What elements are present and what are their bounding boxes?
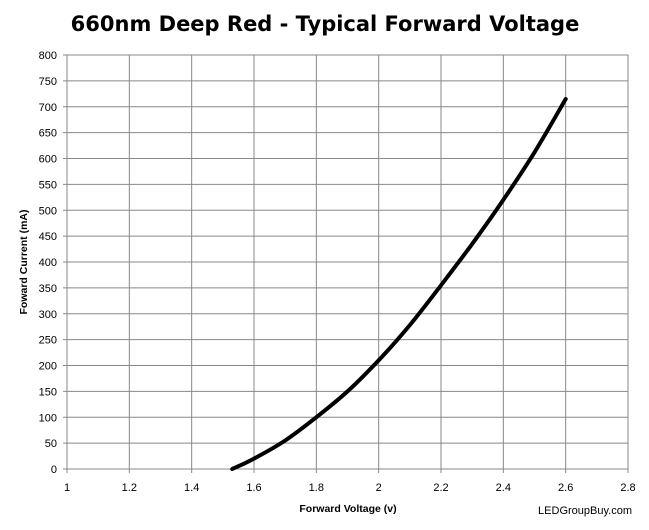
x-axis-label: Forward Voltage (v): [299, 503, 396, 515]
y-tick-label: 50: [45, 438, 57, 450]
x-tick-label: 1.6: [246, 482, 261, 494]
x-tick-label: 1.8: [309, 482, 324, 494]
y-tick-label: 100: [39, 412, 57, 424]
x-tick-label: 2.8: [620, 482, 635, 494]
y-tick-label: 450: [39, 231, 57, 243]
grid: [66, 54, 629, 470]
series-layer: [230, 97, 568, 471]
x-tick-label: 2: [376, 482, 382, 494]
y-tick-label: 300: [39, 309, 57, 321]
y-tick-label: 150: [39, 386, 57, 398]
watermark: LEDGroupBuy.com: [538, 505, 632, 517]
y-tick-label: 750: [39, 76, 57, 88]
y-tick-label: 650: [39, 128, 57, 140]
x-tick-label: 2.4: [496, 482, 511, 494]
series-line: [230, 97, 568, 471]
y-axis-label: Foward Current (mA): [18, 210, 30, 315]
y-tick-label: 600: [39, 154, 57, 166]
y-tick-label: 800: [39, 50, 57, 62]
chart-title: 660nm Deep Red - Typical Forward Voltage: [71, 12, 580, 36]
x-axis-ticks: 1 1.2 1.4 1.6 1.8 2 2.2 2.4 2.6 2.8: [64, 469, 636, 494]
y-tick-label: 400: [39, 257, 57, 269]
y-tick-label: 200: [39, 361, 57, 373]
x-tick-label: 2.2: [433, 482, 448, 494]
y-tick-label: 700: [39, 102, 57, 114]
y-tick-label: 0: [51, 464, 57, 476]
x-tick-label: 1: [64, 482, 70, 494]
y-tick-label: 550: [39, 179, 57, 191]
y-tick-label: 500: [39, 205, 57, 217]
y-axis-ticks: 0 50 100 150 200 250 300 350 400 450 500 550 600 650 7…: [39, 50, 67, 476]
y-tick-label: 250: [39, 335, 57, 347]
x-tick-label: 1.2: [122, 482, 137, 494]
y-tick-label: 350: [39, 283, 57, 295]
x-tick-label: 1.4: [184, 482, 199, 494]
x-tick-label: 2.6: [558, 482, 573, 494]
